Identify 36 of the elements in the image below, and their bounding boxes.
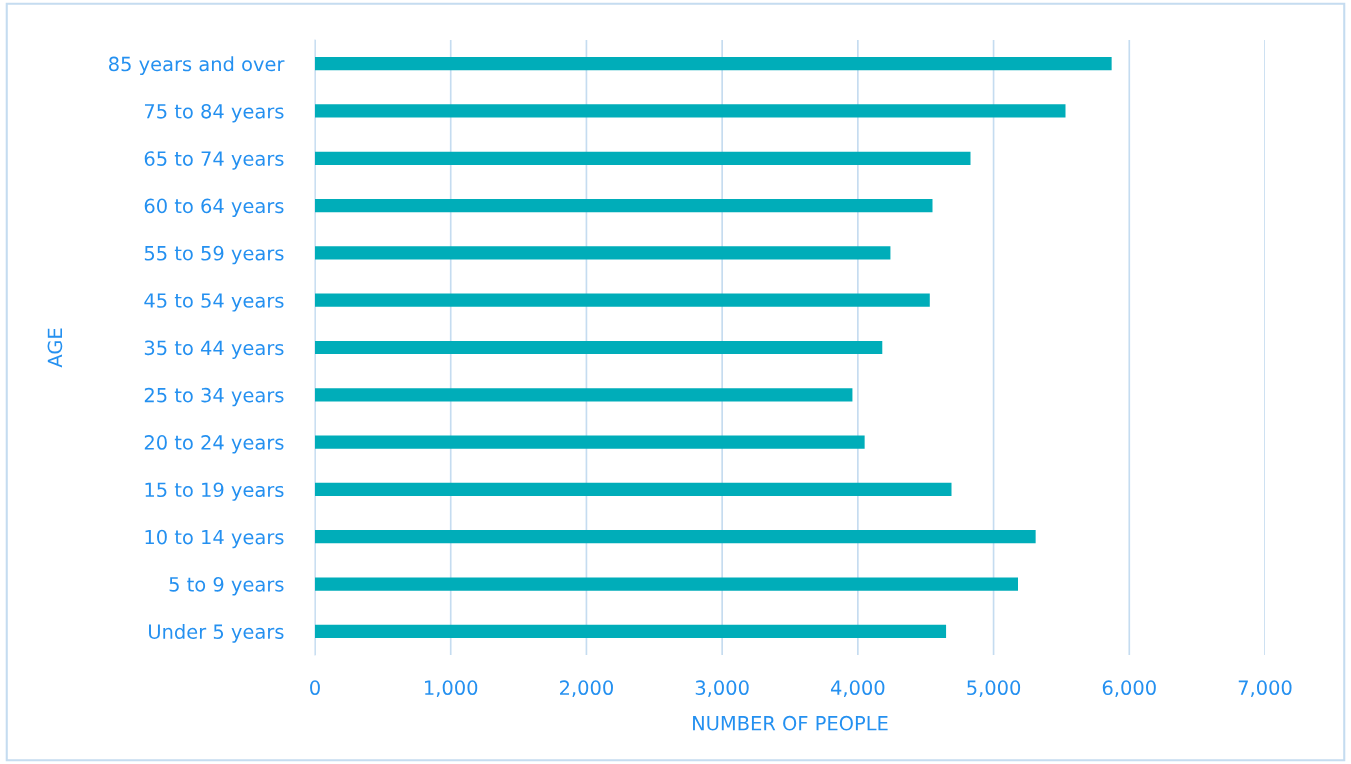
y-tick-label: 20 to 24 years	[144, 435, 284, 454]
y-tick-label: 75 to 84 years	[144, 103, 284, 123]
x-tick-label: 5,000	[967, 680, 1021, 698]
bar	[315, 577, 1018, 591]
bar	[315, 482, 952, 497]
y-tick-label: 55 to 59 years	[144, 245, 284, 265]
bar	[315, 198, 933, 213]
x-tick-label: 0	[310, 680, 320, 696]
bar	[315, 624, 947, 638]
y-axis-title: AGE	[47, 328, 63, 368]
bar	[315, 57, 1112, 71]
x-tick-label: 1,000	[425, 680, 478, 698]
y-tick-label: Under 5 years	[149, 623, 284, 643]
y-tick-label: 5 to 9 years	[169, 576, 284, 596]
x-tick-label: 2,000	[560, 680, 613, 698]
y-tick-label: 10 to 14 years	[145, 529, 284, 549]
y-tick-label: 85 years and over	[109, 56, 285, 76]
x-tick-label: 4,000	[830, 680, 885, 698]
bar	[315, 246, 891, 260]
x-axis-title: NUMBER OF PEOPLE	[693, 715, 888, 731]
bar	[315, 530, 1036, 544]
y-tick-label: 35 to 44 years	[144, 340, 284, 359]
y-tick-label: 60 to 64 years	[144, 198, 284, 218]
bar	[315, 435, 865, 449]
bar	[315, 293, 930, 307]
y-tick-label: 15 to 19 years	[145, 482, 284, 501]
x-tick-label: 6,000	[1102, 680, 1156, 698]
bar	[315, 388, 853, 402]
bar	[315, 151, 971, 165]
x-tick-label: 3,000	[695, 680, 749, 698]
y-tick-label: 45 to 54 years	[144, 293, 284, 312]
y-tick-label: 25 to 34 years	[144, 387, 284, 407]
x-tick-label: 7,000	[1238, 680, 1292, 698]
bar	[315, 340, 883, 355]
bar	[315, 104, 1066, 118]
y-tick-label: 65 to 74 years	[144, 151, 284, 170]
